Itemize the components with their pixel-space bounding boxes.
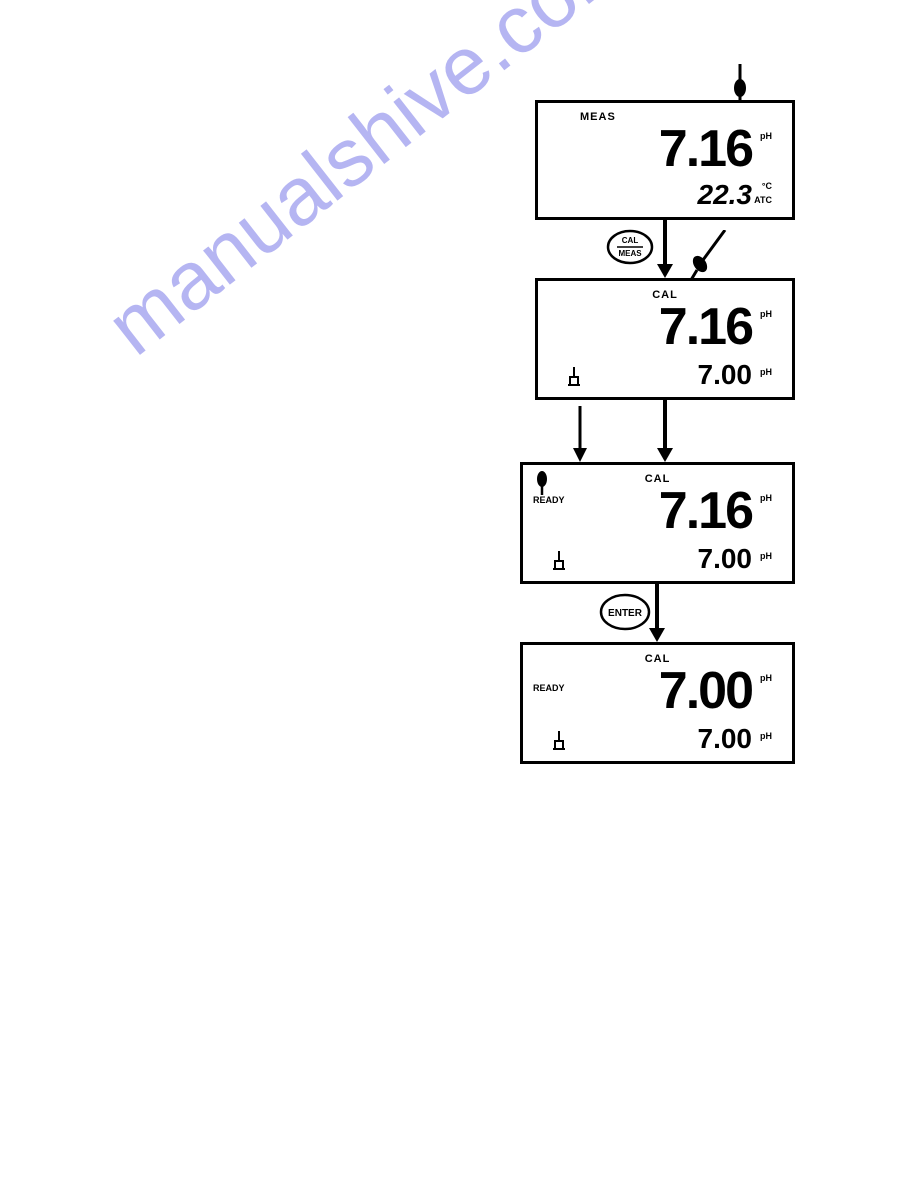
unit-c: °C: [762, 181, 772, 191]
calibration-flowchart: MEAS 7.16 pH 22.3 °C ATC CAL MEAS: [520, 100, 810, 764]
lcd-screen-cal-1: CAL 7.16 pH 7.00 pH: [535, 278, 795, 400]
unit-ph: pH: [760, 673, 772, 683]
svg-text:MEAS: MEAS: [618, 249, 642, 258]
sub-reading: 22.3: [550, 181, 780, 209]
unit-ph: pH: [760, 309, 772, 319]
unit-ph: pH: [760, 367, 772, 377]
sub-reading: 7.00: [535, 725, 780, 753]
lcd-screen-cal-3: READY CAL 7.00 pH 7.00 pH: [520, 642, 795, 764]
sub-reading: 7.00: [550, 361, 780, 389]
arrow-down-icon: [535, 220, 795, 278]
lcd-screen-meas: MEAS 7.16 pH 22.3 °C ATC: [535, 100, 795, 220]
cal-meas-button-icon: CAL MEAS: [605, 228, 655, 266]
unit-ph: pH: [760, 731, 772, 741]
unit-ph: pH: [760, 131, 772, 141]
unit-atc: ATC: [754, 195, 772, 205]
enter-button-icon: ENTER: [598, 592, 652, 632]
unit-ph: pH: [760, 551, 772, 561]
electrode-icon: [549, 549, 569, 571]
electrode-icon: [549, 729, 569, 751]
main-reading: 7.16: [550, 123, 780, 175]
arrow-down-icon: [520, 400, 810, 462]
probe-marker-icon: [720, 64, 760, 104]
main-reading: 7.16: [550, 301, 780, 353]
svg-text:CAL: CAL: [622, 236, 639, 245]
arrow-down-icon: [520, 584, 795, 642]
electrode-icon: [564, 365, 584, 387]
unit-ph: pH: [760, 493, 772, 503]
sub-reading: 7.00: [535, 545, 780, 573]
main-reading: 7.16: [535, 485, 780, 537]
main-reading: 7.00: [535, 665, 780, 717]
lcd-screen-cal-2: READY CAL 7.16 pH 7.00 pH: [520, 462, 795, 584]
svg-text:ENTER: ENTER: [608, 608, 643, 619]
